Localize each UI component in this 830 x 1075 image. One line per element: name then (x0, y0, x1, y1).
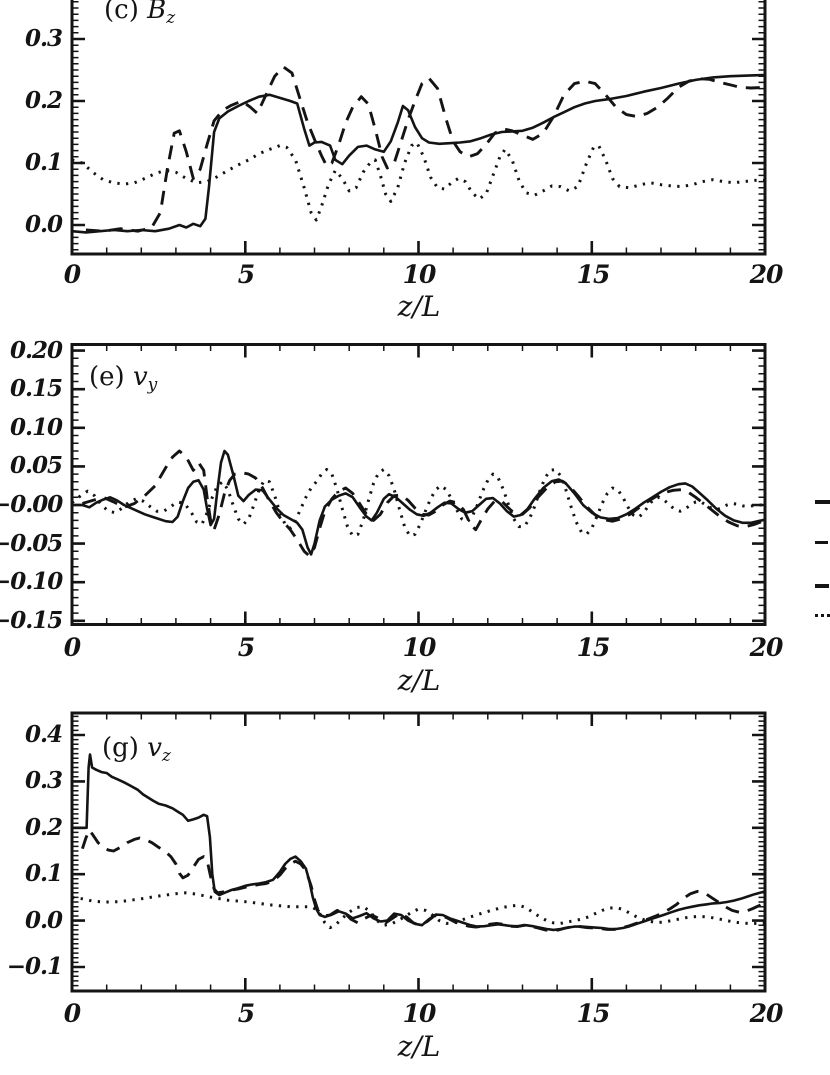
panel-e-subscript: y (147, 375, 158, 395)
panel-c-xtick-15: 15 (576, 260, 611, 289)
panel-c-xaxis-title: z/L (397, 290, 441, 323)
curve-c-dotted (71, 141, 765, 222)
panel-c-xtick-20: 20 (749, 260, 784, 289)
panel-e-ytick-0.10: 0.10 (9, 414, 63, 441)
panel-g-xtick-20: 20 (749, 999, 784, 1028)
panel-e-ytick-neg0.15: −0.15 (0, 607, 63, 634)
panel-g-xtick-0: 0 (63, 999, 81, 1028)
panel-e-xtick-5: 5 (237, 633, 255, 662)
panel-e-ytick-neg0.10: −0.10 (0, 568, 63, 595)
panel-c-variable: B (147, 0, 167, 25)
curve-e-dotted (71, 468, 765, 538)
curve-c-dashed (85, 65, 766, 233)
panel-e-ytick-neg0.05: −0.05 (0, 530, 63, 557)
panel-c-ytick-0.3: 0.3 (24, 25, 63, 52)
panel-g-ytick-0.0: 0.0 (24, 907, 63, 934)
cropped-minus-dash (815, 541, 828, 544)
panel-g-xtick-5: 5 (237, 999, 255, 1028)
panel-g-ytick-0.4: 0.4 (24, 721, 63, 748)
cropped-adjacent-panel-marks (815, 500, 830, 625)
panel-c-xtick-10: 10 (402, 260, 437, 289)
panel-c-xtick-0: 0 (63, 260, 81, 289)
panel-g-ytick-0.2: 0.2 (24, 814, 63, 841)
curve-e-solid (72, 449, 766, 556)
panel-g-variable: v (147, 733, 162, 763)
panel-g-xtick-15: 15 (576, 999, 611, 1028)
panel-e-plot (70, 343, 767, 626)
curve-g-dotted (71, 891, 766, 930)
curve-g-dashed (81, 828, 766, 933)
panel-e-letter: (e) (89, 362, 125, 392)
panel-g-ytick-neg0.1: −0.1 (6, 953, 63, 980)
panel-c-ytick-0.1: 0.1 (24, 149, 63, 176)
panel-e-ytick-neg0.00: −0.00 (0, 491, 63, 518)
panel-e-xtick-10: 10 (402, 633, 437, 662)
panel-e-xaxis-title: z/L (397, 664, 441, 697)
panel-e-xtick-0: 0 (63, 633, 81, 662)
panel-c-plot (70, 0, 767, 256)
panel-c-title: (c) Bz (104, 0, 175, 33)
panel-g-ytick-0.1: 0.1 (24, 860, 63, 887)
curve-c-solid (71, 73, 766, 234)
panel-c-xtick-5: 5 (237, 260, 255, 289)
panel-g-plot (70, 711, 767, 993)
curve-e-dashed (81, 449, 766, 558)
panel-g-ytick-0.3: 0.3 (24, 767, 63, 794)
panel-g-xaxis-title: z/L (397, 1030, 441, 1063)
panel-c-ytick-0.2: 0.2 (24, 87, 63, 114)
panel-g-xtick-10: 10 (402, 999, 437, 1028)
panel-g-title: (g) vz (102, 733, 171, 771)
panel-e-xtick-15: 15 (576, 633, 611, 662)
panel-e-xtick-20: 20 (749, 633, 784, 662)
cropped-dotted-mark (815, 614, 830, 617)
curve-g-solid (72, 753, 766, 932)
panel-c-letter: (c) (104, 0, 139, 25)
cropped-minus-dash (815, 500, 830, 504)
panel-e-ytick-0.20: 0.20 (9, 337, 63, 364)
panel-g-letter: (g) (102, 733, 139, 763)
panel-c-ytick-0.0: 0.0 (24, 211, 63, 238)
cropped-minus-dash (815, 584, 829, 588)
panel-e-title: (e) vy (89, 362, 157, 400)
panel-c-subscript: z (166, 8, 176, 28)
panel-e-ytick-0.05: 0.05 (9, 452, 63, 479)
panel-g-subscript: z (161, 746, 171, 766)
panel-e-ytick-0.15: 0.15 (9, 375, 63, 402)
panel-e-variable: v (132, 362, 148, 392)
